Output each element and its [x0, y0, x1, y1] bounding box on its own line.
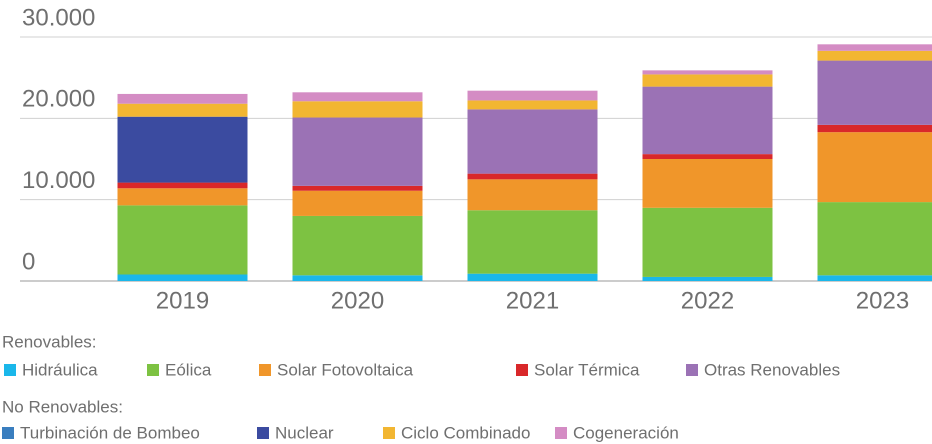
bar-segment [642, 70, 773, 75]
bar-segment [292, 275, 423, 281]
y-tick-label: 20.000 [22, 86, 95, 113]
bar-segment [467, 179, 598, 211]
legend-label: Nuclear [275, 423, 334, 442]
bar-segment [292, 92, 423, 102]
bar-segment [817, 60, 932, 125]
legend-swatch [516, 364, 528, 376]
y-tick-label: 0 [22, 248, 35, 275]
legend-label: Cogeneración [573, 423, 679, 442]
legend-label: Solar Fotovoltaica [277, 360, 414, 379]
bar-segment [467, 90, 598, 101]
bar-segment [467, 109, 598, 174]
bar-segment [642, 154, 773, 159]
legend-swatch [4, 364, 16, 376]
bar-segment [642, 276, 773, 281]
legend-swatch [2, 427, 14, 439]
x-tick-label: 2019 [156, 287, 209, 314]
bar-segment [117, 188, 248, 206]
bar-segment [642, 74, 773, 87]
bar-segment [817, 275, 932, 281]
legend-label: Eólica [165, 360, 212, 379]
bar-segment [117, 103, 248, 117]
y-tick-label: 30.000 [22, 4, 95, 31]
legend-swatch [555, 427, 567, 439]
legend-label: Hidráulica [22, 360, 98, 379]
y-tick-label: 10.000 [22, 167, 95, 194]
bar-segment [117, 205, 248, 275]
bar-segment [117, 274, 248, 281]
x-tick-label: 2021 [506, 287, 559, 314]
legend-swatch [383, 427, 395, 439]
bar-segment [292, 185, 423, 191]
legend-title: No Renovables: [2, 397, 123, 416]
bar-segment [817, 132, 932, 203]
legend-swatch [147, 364, 159, 376]
bar-segment [467, 273, 598, 281]
bar-segment [642, 159, 773, 208]
legend-swatch [257, 427, 269, 439]
bar-segment [817, 202, 932, 276]
x-tick-label: 2023 [856, 287, 909, 314]
bar-segment [642, 207, 773, 277]
bar-segment [292, 215, 423, 276]
bar-segment [117, 182, 248, 189]
legend-swatch [686, 364, 698, 376]
legend-swatch [259, 364, 271, 376]
x-tick-label: 2020 [331, 287, 384, 314]
bar-segment [467, 100, 598, 110]
bar-segment [117, 93, 248, 104]
legend-label: Turbinación de Bombeo [20, 423, 200, 442]
legend-label: Solar Térmica [534, 360, 640, 379]
bar-segment [817, 44, 932, 51]
bar-segment [817, 50, 932, 61]
x-tick-label: 2022 [681, 287, 734, 314]
legend-label: Ciclo Combinado [401, 423, 530, 442]
bar-segment [292, 190, 423, 216]
bar-segment [117, 116, 248, 183]
bar-segment [817, 124, 932, 133]
bar-segment [292, 117, 423, 186]
bar-segment [292, 101, 423, 118]
legend-title: Renovables: [2, 332, 97, 351]
bar-segment [642, 86, 773, 155]
bar-segment [467, 210, 598, 274]
legend-label: Otras Renovables [704, 360, 840, 379]
bar-segment [467, 173, 598, 180]
